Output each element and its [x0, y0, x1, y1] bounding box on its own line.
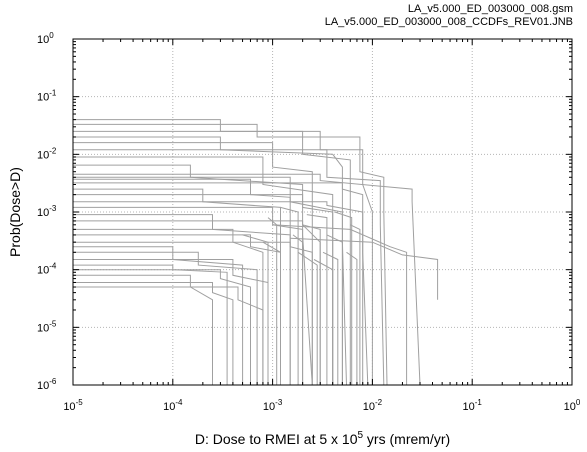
ccdf-curve [326, 234, 343, 385]
ccdf-curve [313, 259, 334, 385]
ccdf-curve [302, 224, 321, 385]
ccdf-curve [73, 142, 313, 385]
ccdf-curve [346, 251, 358, 385]
ccdf-curve [73, 220, 321, 385]
ccdf-curve [73, 149, 385, 386]
ccdf-curve [73, 269, 251, 385]
y-tick-label: 10-2 [37, 146, 57, 161]
ccdf-curve [73, 282, 234, 385]
ccdf-curve [272, 224, 408, 385]
notebook-name-header: LA_v5.000_ED_003000_008_CCDFs_REV01.JNB [324, 16, 573, 28]
ccdf-curve [242, 234, 269, 385]
ccdf-curve [306, 214, 328, 385]
ccdf-curve [73, 164, 313, 386]
ccdf-curve [73, 130, 351, 385]
ccdf-curve [73, 182, 369, 386]
file-name-header: LA_v5.000_ED_003000_008.gsm [407, 3, 573, 15]
ccdf-curve [73, 194, 334, 385]
x-tick-label: 10-2 [363, 398, 383, 413]
chart-grid [73, 39, 572, 385]
axis-ticks [72, 38, 573, 386]
ccdf-curve [350, 224, 361, 385]
y-tick-labels: 100 10-1 10-2 10-3 10-4 10-5 10-6 [37, 31, 57, 392]
x-tick-label: 10-5 [63, 398, 83, 413]
ccdf-curve [290, 237, 439, 300]
y-tick-label: 10-3 [37, 204, 57, 219]
x-tick-label: 100 [564, 398, 581, 413]
x-tick-labels: 10-5 10-4 10-3 10-2 10-1 100 [63, 398, 581, 413]
ccdf-curve [73, 214, 291, 385]
ccdf-curve [73, 173, 421, 386]
ccdf-curves [73, 119, 439, 386]
ccdf-curve [73, 274, 213, 385]
y-tick-label: 10-5 [37, 319, 57, 334]
y-tick-label: 10-6 [37, 377, 57, 392]
x-tick-label: 10-3 [263, 398, 283, 413]
x-tick-label: 10-1 [463, 398, 483, 413]
ccdf-curve [73, 251, 258, 385]
y-axis-label: Prob(Dose>D) [7, 167, 23, 257]
ccdf-curve [73, 123, 388, 386]
x-axis-label: D: Dose to RMEI at 5 x 105 yrs (mrem/yr) [195, 430, 450, 447]
ccdf-curve [73, 241, 313, 385]
ccdf-curve [297, 251, 318, 385]
x-tick-label: 10-4 [163, 398, 183, 413]
ccdf-curve [73, 176, 343, 385]
ccdf-curve [334, 211, 353, 385]
y-tick-label: 10-1 [37, 89, 57, 104]
ccdf-curve [280, 206, 299, 385]
ccdf-curve [262, 241, 281, 385]
ccdf-curve [73, 234, 281, 385]
ccdf-curve [292, 234, 304, 385]
ccdf-curve [73, 246, 244, 385]
ccdf-curve [267, 217, 278, 385]
y-tick-label: 10-4 [37, 262, 57, 277]
y-tick-label: 100 [37, 31, 54, 46]
ccdf-curve [73, 286, 264, 385]
ccdf-curve [73, 264, 228, 385]
ccdf-curve [73, 201, 364, 385]
ccdf-curve [73, 259, 269, 385]
ccdf-curve [322, 251, 339, 385]
